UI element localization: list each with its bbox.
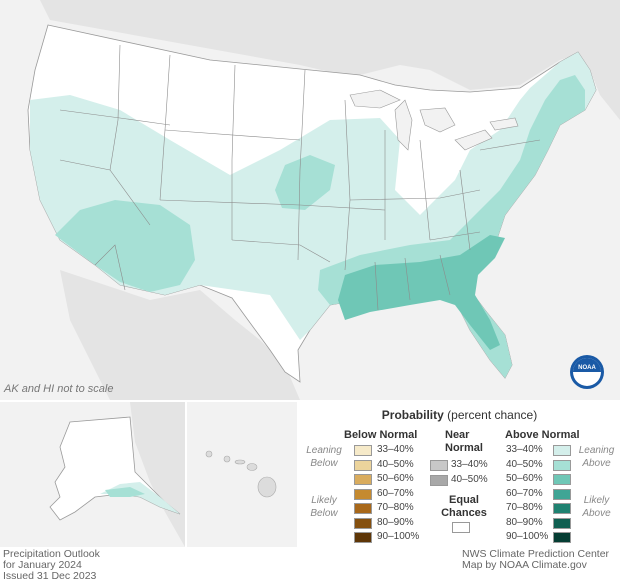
svg-text:NOAA: NOAA	[578, 365, 596, 371]
near-normal-bin-label: 40–50%	[451, 473, 488, 485]
above-normal-bin-swatch	[553, 488, 571, 500]
above-normal-bin-label: 90–100%	[506, 531, 549, 542]
above-normal-bin-label: 60–70%	[506, 487, 543, 499]
below-normal-bin-label: 40–50%	[377, 458, 414, 470]
footer-right: NWS Climate Prediction Center Map by NOA…	[462, 548, 610, 571]
scale-note: AK and HI not to scale	[4, 383, 114, 395]
near-normal-bin-swatch	[430, 460, 448, 471]
above-40-50-east	[318, 75, 585, 378]
alaska-map	[0, 402, 185, 547]
above-normal-bin-label: 50–60%	[506, 473, 543, 484]
equal-chances-label: Equal Chances	[441, 494, 487, 519]
below-normal-bin-label: 80–90%	[377, 516, 414, 528]
above-normal-bin-swatch	[553, 474, 571, 485]
likely-above-label: Likely Above	[582, 495, 611, 519]
below-normal-bin-label: 50–60%	[377, 473, 414, 484]
legend-title: Probability (percent chance)	[381, 408, 538, 422]
island-molokai	[234, 459, 246, 465]
above-normal-bin-swatch	[553, 517, 571, 529]
legend: Probability (percent chance) Below Norma…	[299, 402, 620, 547]
above-normal-bin-swatch	[553, 459, 571, 471]
canada-land	[0, 0, 620, 120]
above-normal-header: Above Normal	[505, 429, 580, 441]
below-normal-bin-swatch	[354, 517, 372, 529]
island-big-island	[257, 476, 277, 498]
leaning-above-label: Leaning Above	[578, 445, 615, 469]
mexico-land	[60, 270, 300, 400]
below-normal-bin-swatch	[354, 459, 372, 471]
above-40-50-southwest	[55, 200, 195, 292]
below-normal-bin-label: 70–80%	[377, 502, 414, 513]
near-normal-bin-swatch	[430, 474, 448, 486]
island-kauai	[205, 450, 213, 458]
above-normal-bin-label: 70–80%	[506, 502, 543, 513]
footer-left: Precipitation Outlook for January 2024 I…	[3, 548, 100, 582]
below-normal-bin-swatch	[354, 488, 372, 500]
below-normal-bin-swatch	[354, 503, 372, 514]
above-50-60-southeast	[338, 235, 505, 350]
near-normal-bin-label: 33–40%	[451, 459, 488, 470]
below-normal-bin-swatch	[354, 532, 372, 543]
above-normal-bin-swatch	[553, 532, 571, 543]
above-normal-bin-swatch	[553, 445, 571, 456]
conus-map: NOAA	[0, 0, 620, 400]
likely-below-label: Likely Below	[310, 495, 338, 519]
above-normal-bin-label: 40–50%	[506, 458, 543, 470]
below-normal-header: Below Normal	[344, 429, 418, 441]
below-normal-bin-swatch	[354, 474, 372, 485]
island-oahu	[223, 455, 231, 463]
equal-chances-swatch	[452, 522, 470, 533]
above-normal-bin-label: 33–40%	[506, 444, 543, 455]
state-borders	[59, 44, 541, 311]
below-normal-bin-swatch	[354, 445, 372, 456]
below-normal-bin-label: 90–100%	[377, 531, 420, 542]
above-normal-bin-label: 80–90%	[506, 516, 543, 528]
above-40-50-plains	[275, 155, 335, 210]
island-maui	[246, 463, 258, 471]
noaa-logo: NOAA	[570, 355, 604, 389]
below-normal-bin-label: 33–40%	[377, 444, 414, 455]
near-normal-header: Near Normal	[445, 429, 483, 454]
hawaii-map	[187, 402, 297, 547]
below-normal-bin-label: 60–70%	[377, 487, 414, 499]
leaning-below-label: Leaning Below	[306, 445, 342, 469]
above-40-50-alaska	[105, 487, 145, 497]
above-normal-bin-swatch	[553, 503, 571, 514]
great-lakes	[349, 89, 519, 151]
